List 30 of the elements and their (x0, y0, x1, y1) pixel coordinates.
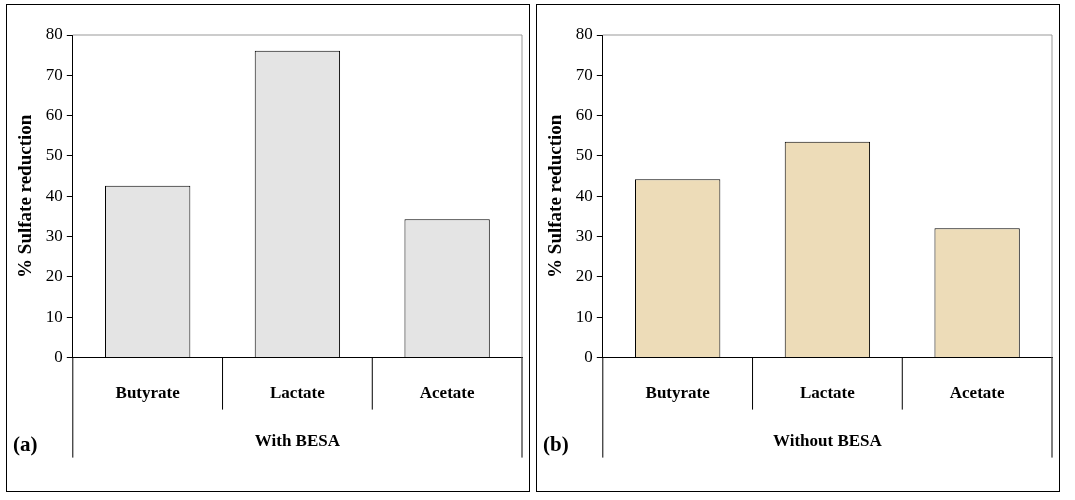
x-axis-title: With BESA (254, 430, 341, 450)
x-tick-label: Butyrate (115, 383, 181, 403)
y-axis-title: % Sulfate reduction (544, 114, 566, 278)
y-tick-label: 80 (45, 24, 63, 44)
x-tick-label: Acetate (419, 383, 475, 403)
y-tick-label: 30 (45, 226, 63, 246)
x-axis-title: Without BESA (772, 430, 883, 450)
y-tick-label: 30 (575, 226, 593, 246)
y-tick-label: 60 (575, 105, 593, 125)
text: (a) (13, 432, 38, 457)
x-tick-label: Lactate (270, 383, 326, 403)
y-tick-label: 10 (575, 306, 593, 326)
y-tick-label: 50 (45, 145, 63, 165)
y-tick-label: 80 (575, 24, 593, 44)
y-tick-label: 0 (54, 347, 63, 367)
y-tick-label: 70 (45, 64, 63, 84)
x-tick-label: Lactate (800, 383, 856, 403)
x-tick-label: Butyrate (645, 383, 711, 403)
y-tick-label: 70 (575, 64, 593, 84)
y-axis-title: % Sulfate reduction (14, 114, 36, 278)
y-tick-label: 40 (45, 185, 63, 205)
y-tick-label: 40 (575, 185, 593, 205)
y-tick-label: 20 (45, 266, 63, 286)
y-tick-label: 20 (575, 266, 593, 286)
y-tick-label: 50 (575, 145, 593, 165)
y-tick-label: 10 (45, 306, 63, 326)
y-tick-label: 60 (45, 105, 63, 125)
y-tick-label: 0 (584, 347, 593, 367)
text: (b) (543, 432, 569, 457)
x-tick-label: Acetate (949, 383, 1005, 403)
